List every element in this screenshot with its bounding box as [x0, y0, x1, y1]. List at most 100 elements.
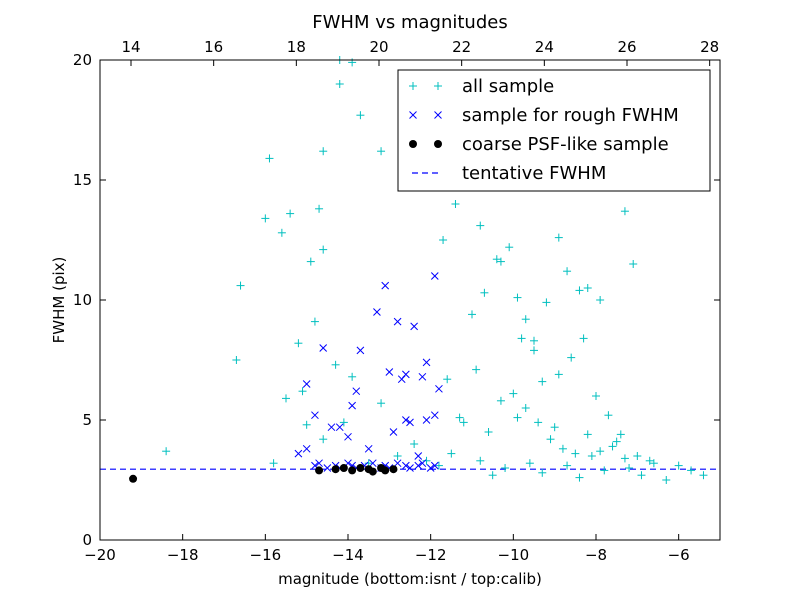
series-0-point-45 — [335, 80, 344, 88]
series-0-point-36 — [649, 459, 658, 468]
legend-swatch-2-a — [409, 140, 417, 148]
series-1-point-43-b — [406, 418, 414, 427]
series-1-point-27-b — [393, 317, 402, 326]
series-0-point-84 — [319, 245, 328, 254]
series-0-point-50 — [492, 255, 501, 264]
series-0-point-9 — [310, 317, 319, 326]
series-1-point-34 — [335, 423, 344, 432]
series-0-point-60 — [616, 430, 625, 439]
series-0-point-29 — [563, 461, 572, 470]
x-tick-label-2: −16 — [250, 546, 282, 564]
legend-swatch-1-a-b — [409, 111, 417, 119]
series-0-point-17 — [410, 440, 419, 448]
series-0-point-10 — [319, 435, 328, 444]
series-0-point-40 — [699, 471, 708, 480]
series-1-point-48 — [414, 452, 423, 460]
y-tick-label-1: 5 — [82, 411, 92, 429]
legend-entry-2: coarse PSF-like sample — [409, 134, 669, 155]
series-0-point-30 — [575, 473, 584, 482]
series-1-point-34-b — [335, 423, 344, 432]
series-1-point-3-b — [315, 459, 323, 468]
series-0-point-96 — [596, 296, 605, 304]
series-0-point-92 — [554, 233, 563, 242]
series-0-point-0 — [162, 447, 171, 456]
top-tick-label-7: 28 — [700, 38, 719, 56]
series-0-point-39 — [687, 466, 696, 475]
legend-swatch-2-b-circle — [434, 140, 442, 148]
series-0-point-97 — [620, 207, 629, 216]
series-2-point-5 — [356, 464, 365, 472]
series-0-point-75 — [608, 442, 617, 451]
legend-swatch-2-b — [434, 140, 442, 148]
legend-swatch-1-b — [434, 111, 442, 119]
series-0-point-48 — [468, 310, 476, 319]
series-0-point-86 — [476, 221, 485, 230]
series-2-point-1-circle — [315, 466, 324, 475]
data-layer — [100, 56, 720, 484]
series-0-point-15 — [377, 399, 386, 408]
series-0-point-38 — [674, 461, 683, 470]
series-1-point-0 — [294, 449, 303, 458]
series-2-point-10 — [389, 465, 398, 474]
legend-swatch-1-b-b — [434, 111, 442, 119]
series-1-point-28-b — [402, 416, 410, 424]
series-1-point-11-b — [368, 459, 377, 468]
series-0-point-88 — [513, 293, 522, 302]
top-tick-label-3: 20 — [369, 38, 388, 56]
series-0-point-16 — [393, 452, 402, 460]
series-0-point-55 — [554, 370, 563, 379]
x-tick-label-7: −6 — [668, 546, 690, 564]
series-1-point-20 — [426, 464, 435, 472]
top-tick-label-4: 22 — [452, 38, 471, 56]
top-tick-label-0: 14 — [121, 38, 140, 56]
series-0-point-62 — [443, 375, 452, 384]
series-0-point-87 — [496, 257, 505, 266]
series-1-point-44 — [435, 384, 443, 393]
series-1-point-26-b — [385, 368, 394, 376]
series-1-point-16-b — [402, 461, 410, 470]
series-1-point-19-b — [418, 459, 427, 468]
series-1-point-18-b — [414, 461, 423, 470]
series-0-point-66 — [496, 396, 505, 405]
top-tick-label-1: 16 — [204, 38, 223, 56]
series-0-point-6 — [298, 387, 307, 396]
series-0-point-76 — [620, 454, 629, 463]
series-2-point-7 — [368, 467, 377, 476]
series-1-point-31 — [418, 372, 427, 381]
series-0-point-34 — [625, 464, 634, 472]
legend-label-1: sample for rough FWHM — [462, 105, 679, 126]
series-2-point-7-circle — [368, 467, 377, 476]
series-1-point-45 — [302, 380, 311, 388]
x-axis-label: magnitude (bottom:isnt / top:calib) — [278, 570, 542, 588]
series-0-point-47 — [451, 200, 460, 208]
y-tick-label-2: 10 — [73, 291, 92, 309]
series-0-point-33 — [612, 437, 621, 446]
series-0-point-24 — [501, 464, 510, 472]
series-0-point-61 — [629, 260, 638, 268]
series-1-point-23-b — [410, 322, 418, 331]
series-0-point-21 — [459, 418, 468, 427]
series-1-point-44-b — [435, 384, 443, 393]
y-tick-label-3: 15 — [73, 171, 92, 189]
series-0-point-27 — [538, 468, 547, 477]
series-0-point-58 — [592, 392, 600, 400]
series-0-point-26 — [525, 459, 534, 468]
series-0-point-1 — [232, 356, 241, 364]
series-1-point-3 — [315, 459, 323, 468]
series-1-point-31-b — [418, 372, 427, 381]
series-1-point-1 — [302, 444, 311, 453]
series-0-point-28 — [550, 423, 559, 432]
series-1-point-36-b — [389, 428, 398, 436]
legend-label-2: coarse PSF-like sample — [462, 134, 669, 155]
series-0-point-43 — [315, 204, 324, 213]
series-1-point-33 — [319, 344, 328, 352]
series-0-point-19 — [434, 461, 443, 470]
series-1-point-40-b — [344, 432, 352, 441]
series-0-point-71 — [558, 444, 567, 453]
series-1-point-25 — [373, 308, 381, 316]
series-1-point-17 — [406, 464, 414, 472]
series-0-point-67 — [509, 389, 518, 398]
series-2-point-0 — [129, 474, 138, 483]
y-tick-label-0: 0 — [82, 531, 92, 549]
series-0-point-85 — [439, 236, 448, 244]
